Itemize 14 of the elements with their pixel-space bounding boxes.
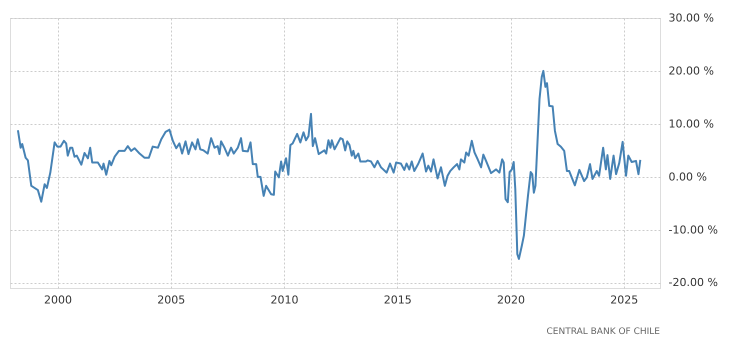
x-tick-label: 2025	[610, 294, 638, 306]
y-tick-label: -20.00 %	[668, 276, 718, 290]
y-tick-label: -10.00 %	[668, 223, 718, 236]
y-tick-label: 10.00 %	[668, 117, 714, 130]
text: CENTRAL BANK OF CHILE	[546, 327, 660, 337]
y-tick-label: 0.00 %	[668, 170, 707, 184]
line-series	[16, 70, 642, 260]
x-tick-label: 2010	[270, 294, 299, 306]
x-tick-label: 2020	[497, 294, 526, 306]
x-tick-label: 2005	[157, 294, 186, 306]
y-tick-label: 20.00 %	[668, 64, 714, 78]
x-tick-label: 2015	[384, 294, 412, 306]
x-tick-label: 2000	[44, 294, 72, 306]
y-tick-label: 30.00 %	[668, 12, 714, 24]
